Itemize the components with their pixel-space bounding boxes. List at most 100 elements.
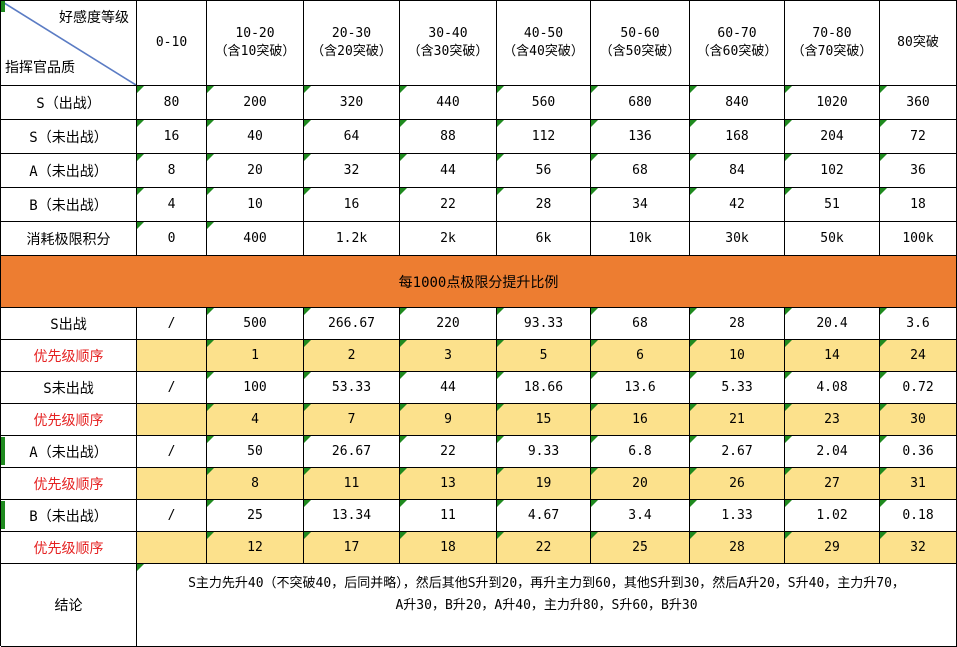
data-cell[interactable]: 500 xyxy=(207,308,304,340)
data-cell[interactable]: 8 xyxy=(207,468,304,500)
data-cell[interactable]: 10k xyxy=(591,222,690,256)
data-cell[interactable]: 30 xyxy=(880,404,957,436)
column-header-60-70[interactable]: 60-70 （含60突破） xyxy=(690,1,785,86)
data-cell[interactable]: 42 xyxy=(690,188,785,222)
data-cell[interactable]: 21 xyxy=(690,404,785,436)
data-cell[interactable]: 88 xyxy=(400,120,497,154)
data-cell[interactable]: 13.6 xyxy=(591,372,690,404)
data-cell[interactable]: 28 xyxy=(690,308,785,340)
row-label[interactable]: 优先级顺序 xyxy=(1,340,137,372)
data-cell[interactable]: 23 xyxy=(785,404,880,436)
column-header-20-30[interactable]: 20-30 （含20突破） xyxy=(304,1,400,86)
data-cell[interactable]: 16 xyxy=(137,120,207,154)
data-cell[interactable]: / xyxy=(137,436,207,468)
row-label[interactable]: B（未出战） xyxy=(1,188,137,222)
data-cell[interactable]: 26.67 xyxy=(304,436,400,468)
data-cell[interactable]: 266.67 xyxy=(304,308,400,340)
data-cell[interactable]: 3.6 xyxy=(880,308,957,340)
data-cell[interactable]: 0.18 xyxy=(880,500,957,532)
data-cell[interactable]: 18 xyxy=(400,532,497,564)
data-cell[interactable]: 68 xyxy=(591,154,690,188)
data-cell[interactable]: 20.4 xyxy=(785,308,880,340)
data-cell[interactable]: 26 xyxy=(690,468,785,500)
data-cell[interactable]: 136 xyxy=(591,120,690,154)
data-cell[interactable]: 25 xyxy=(207,500,304,532)
data-cell[interactable]: 32 xyxy=(880,532,957,564)
row-label[interactable]: S（未出战） xyxy=(1,120,137,154)
data-cell[interactable] xyxy=(137,404,207,436)
data-cell[interactable]: 10 xyxy=(690,340,785,372)
data-cell[interactable]: 6k xyxy=(497,222,591,256)
row-label[interactable]: 消耗极限积分 xyxy=(1,222,137,256)
data-cell[interactable]: 29 xyxy=(785,532,880,564)
data-cell[interactable]: 440 xyxy=(400,86,497,120)
data-cell[interactable]: 0.36 xyxy=(880,436,957,468)
data-cell[interactable]: 840 xyxy=(690,86,785,120)
data-cell[interactable]: 40 xyxy=(207,120,304,154)
data-cell[interactable]: 680 xyxy=(591,86,690,120)
data-cell[interactable]: 34 xyxy=(591,188,690,222)
data-cell[interactable]: 9 xyxy=(400,404,497,436)
data-cell[interactable]: 560 xyxy=(497,86,591,120)
row-label[interactable]: S未出战 xyxy=(1,372,137,404)
data-cell[interactable]: 11 xyxy=(400,500,497,532)
data-cell[interactable]: 13 xyxy=(400,468,497,500)
column-header-30-40[interactable]: 30-40 （含30突破） xyxy=(400,1,497,86)
data-cell[interactable]: 5.33 xyxy=(690,372,785,404)
data-cell[interactable]: 204 xyxy=(785,120,880,154)
data-cell[interactable]: 72 xyxy=(880,120,957,154)
data-cell[interactable]: 102 xyxy=(785,154,880,188)
data-cell[interactable]: 10 xyxy=(207,188,304,222)
data-cell[interactable]: 1020 xyxy=(785,86,880,120)
data-cell[interactable]: 1.02 xyxy=(785,500,880,532)
data-cell[interactable]: 320 xyxy=(304,86,400,120)
data-cell[interactable]: 0.72 xyxy=(880,372,957,404)
data-cell[interactable]: 2k xyxy=(400,222,497,256)
data-cell[interactable]: 168 xyxy=(690,120,785,154)
data-cell[interactable]: 84 xyxy=(690,154,785,188)
data-cell[interactable]: 1.33 xyxy=(690,500,785,532)
data-cell[interactable]: 360 xyxy=(880,86,957,120)
data-cell[interactable]: 9.33 xyxy=(497,436,591,468)
data-cell[interactable]: 17 xyxy=(304,532,400,564)
row-label[interactable]: S（出战） xyxy=(1,86,137,120)
data-cell[interactable]: 16 xyxy=(591,404,690,436)
data-cell[interactable]: 28 xyxy=(690,532,785,564)
data-cell[interactable]: 28 xyxy=(497,188,591,222)
data-cell[interactable]: 93.33 xyxy=(497,308,591,340)
row-label[interactable]: A（未出战） xyxy=(1,436,137,468)
data-cell[interactable]: 20 xyxy=(591,468,690,500)
data-cell[interactable]: 100 xyxy=(207,372,304,404)
data-cell[interactable]: 1.2k xyxy=(304,222,400,256)
column-header-0-10[interactable]: 0-10 xyxy=(137,1,207,86)
data-cell[interactable]: 22 xyxy=(400,188,497,222)
data-cell[interactable]: 25 xyxy=(591,532,690,564)
data-cell[interactable]: 4 xyxy=(137,188,207,222)
data-cell[interactable]: 2 xyxy=(304,340,400,372)
banner-row[interactable]: 每1000点极限分提升比例 xyxy=(1,256,957,308)
data-cell[interactable]: 13.34 xyxy=(304,500,400,532)
column-header-40-50[interactable]: 40-50 （含40突破） xyxy=(497,1,591,86)
data-cell[interactable]: 11 xyxy=(304,468,400,500)
data-cell[interactable]: 2.67 xyxy=(690,436,785,468)
data-cell[interactable]: 8 xyxy=(137,154,207,188)
corner-header-cell[interactable]: 好感度等级 指挥官品质 xyxy=(1,1,137,86)
data-cell[interactable]: 50 xyxy=(207,436,304,468)
data-cell[interactable]: / xyxy=(137,308,207,340)
data-cell[interactable]: 2.04 xyxy=(785,436,880,468)
data-cell[interactable]: 200 xyxy=(207,86,304,120)
data-cell[interactable]: 64 xyxy=(304,120,400,154)
row-label[interactable]: S出战 xyxy=(1,308,137,340)
column-header-80-break[interactable]: 80突破 xyxy=(880,1,957,86)
data-cell[interactable]: 16 xyxy=(304,188,400,222)
data-cell[interactable]: / xyxy=(137,500,207,532)
data-cell[interactable]: 7 xyxy=(304,404,400,436)
data-cell[interactable]: 1 xyxy=(207,340,304,372)
conclusion-cell[interactable]: S主力先升40（不突破40，后同并略），然后其他S升到20，再升主力到60，其他… xyxy=(137,564,957,647)
data-cell[interactable]: 20 xyxy=(207,154,304,188)
data-cell[interactable]: 80 xyxy=(137,86,207,120)
data-cell[interactable]: 100k xyxy=(880,222,957,256)
data-cell[interactable]: 22 xyxy=(400,436,497,468)
column-header-70-80[interactable]: 70-80 （含70突破） xyxy=(785,1,880,86)
data-cell[interactable]: 56 xyxy=(497,154,591,188)
